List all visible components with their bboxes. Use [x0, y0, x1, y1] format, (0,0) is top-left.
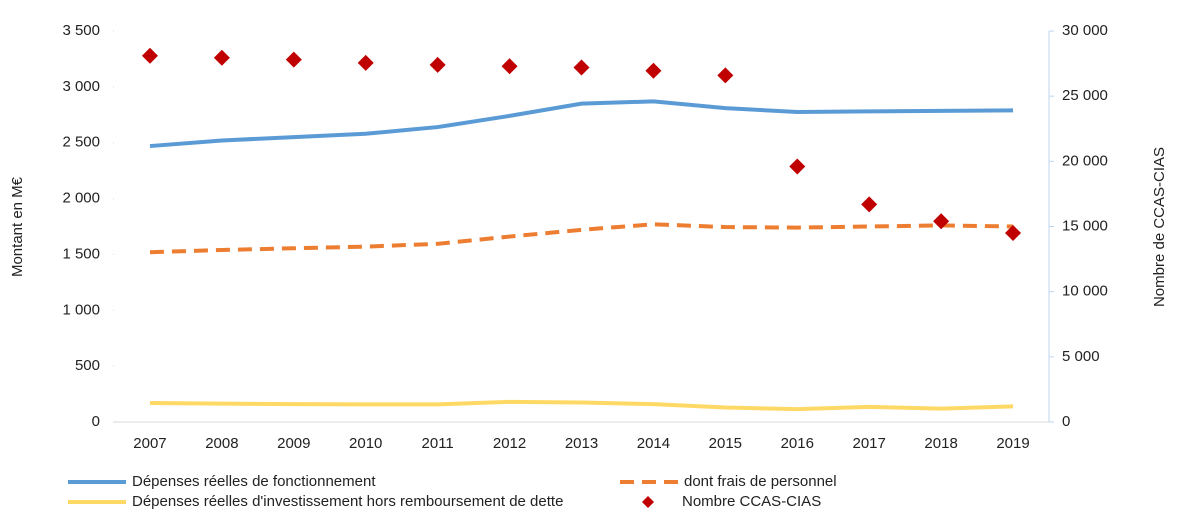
- x-tick-label: 2011: [422, 435, 454, 452]
- x-tick-label: 2010: [349, 435, 382, 452]
- marker: [1005, 225, 1022, 242]
- x-tick-label: 2008: [205, 435, 238, 452]
- marker: [933, 213, 950, 230]
- x-tick-label: 2007: [133, 435, 166, 452]
- legend-label: dont frais de personnel: [684, 473, 837, 490]
- marker: [861, 196, 878, 213]
- legend-label: Nombre CCAS-CIAS: [682, 493, 821, 510]
- x-tick-label: 2019: [996, 435, 1029, 452]
- line: [149, 399, 1014, 412]
- marker: [789, 158, 806, 175]
- marker: [501, 58, 518, 75]
- y2-axis-title: Nombre de CCAS-CIAS: [1151, 147, 1168, 307]
- x-tick-label: 2018: [924, 435, 957, 452]
- y2-tick-label: 25 000: [1062, 87, 1108, 104]
- marker: [285, 51, 302, 68]
- y-tick-label: 3 500: [62, 22, 100, 39]
- y-tick-label: 1 500: [62, 245, 100, 262]
- y-axis-title: Montant en M€: [9, 176, 26, 277]
- y-tick-label: 3 000: [62, 78, 100, 95]
- y-tick-label: 0: [92, 413, 100, 430]
- x-tick-label: 2013: [565, 435, 598, 452]
- x-tick-label: 2017: [853, 435, 886, 452]
- line: [149, 222, 1014, 255]
- x-tick-label: 2015: [709, 435, 742, 452]
- y-tick-label: 2 500: [62, 134, 100, 151]
- y-tick-label: 1 000: [62, 301, 100, 318]
- y2-tick-label: 10 000: [1062, 283, 1108, 300]
- x-tick-label: 2014: [637, 435, 670, 452]
- marker: [429, 56, 446, 73]
- x-tick-label: 2016: [781, 435, 814, 452]
- marker: [141, 47, 158, 64]
- marker: [573, 59, 590, 76]
- y2-tick-label: 20 000: [1062, 152, 1108, 169]
- legend-label: Dépenses réelles de fonctionnement: [132, 473, 376, 490]
- marker: [213, 49, 230, 66]
- line: [149, 99, 1014, 149]
- marker: [645, 62, 662, 79]
- marker: [717, 67, 734, 84]
- y2-tick-label: 5 000: [1062, 348, 1100, 365]
- x-tick-label: 2009: [277, 435, 310, 452]
- marker: [357, 54, 374, 71]
- legend-label: Dépenses réelles d'investissement hors r…: [132, 493, 563, 510]
- y2-tick-label: 30 000: [1062, 22, 1108, 39]
- x-tick-label: 2012: [493, 435, 526, 452]
- y2-tick-label: 15 000: [1062, 217, 1108, 234]
- y-tick-label: 2 000: [62, 190, 100, 207]
- y-tick-label: 500: [75, 357, 100, 374]
- y2-tick-label: 0: [1062, 413, 1070, 430]
- legend-marker: [642, 496, 654, 508]
